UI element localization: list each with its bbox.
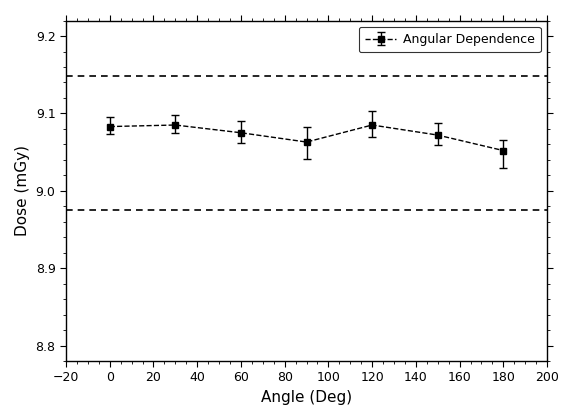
X-axis label: Angle (Deg): Angle (Deg) bbox=[261, 390, 352, 405]
Legend: Angular Dependence: Angular Dependence bbox=[359, 27, 541, 52]
Y-axis label: Dose (mGy): Dose (mGy) bbox=[15, 145, 30, 236]
